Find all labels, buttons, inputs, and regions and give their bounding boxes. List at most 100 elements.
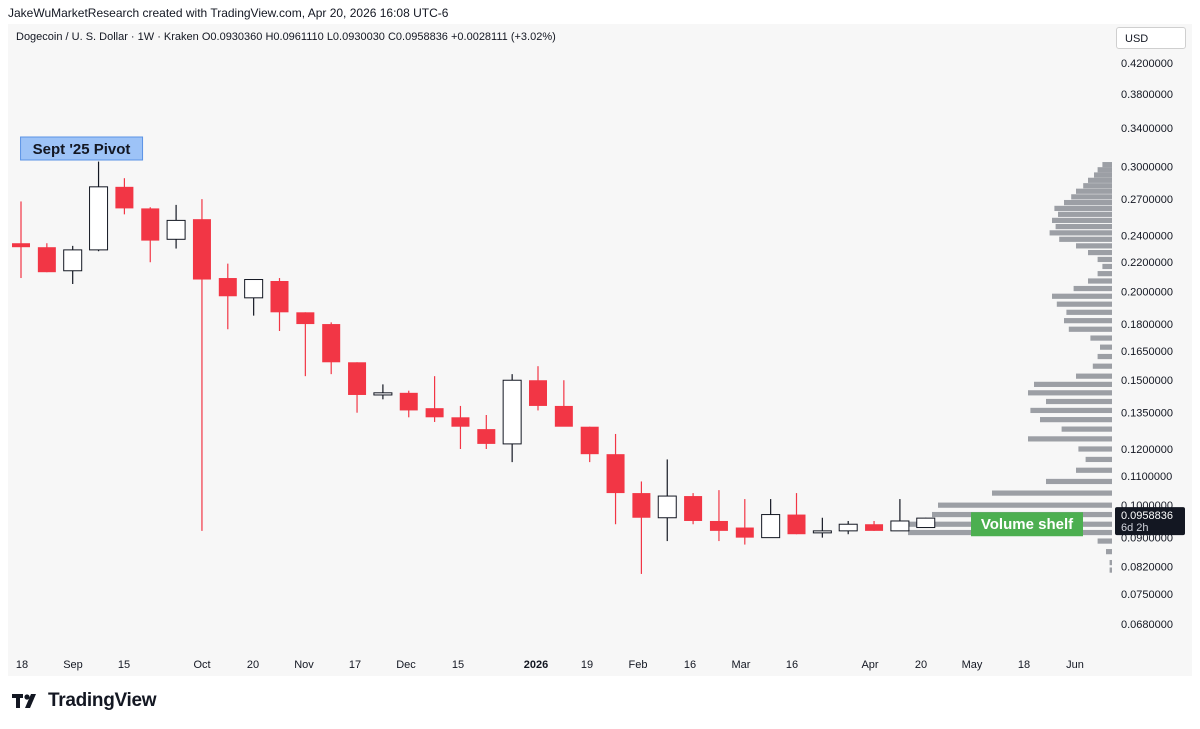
countdown-label: 6d 2h: [1121, 522, 1149, 534]
volume-bar: [1088, 249, 1112, 256]
candle-body-down: [735, 527, 754, 538]
price-tick-label: 0.1800000: [1121, 319, 1173, 331]
time-tick-label: Jun: [1066, 659, 1084, 671]
candle-body-up: [812, 530, 832, 534]
candle-body-down: [218, 278, 237, 297]
time-axis[interactable]: 18 Sep 15 Oct 20 Nov 17 Dec 15 2026 19 Feb 16 Mar 16 Ap…: [16, 659, 1084, 671]
annotations: Sept '25 Pivot Volume shelf: [20, 136, 1083, 537]
volume-bar: [1092, 363, 1112, 369]
price-tick-label: 0.3400000: [1121, 123, 1173, 135]
candle-body-down: [296, 312, 315, 325]
volume-bar: [1076, 188, 1112, 194]
volume-bar: [1071, 194, 1112, 200]
volume-bar: [1097, 167, 1112, 173]
volume-bar: [1028, 390, 1112, 396]
candles: [12, 161, 936, 574]
candle-body-down: [787, 514, 806, 535]
volume-bar: [1094, 172, 1112, 178]
time-tick-label: Mar: [732, 659, 751, 671]
volume-bar: [1076, 373, 1112, 379]
candle-body-up: [166, 219, 186, 240]
volume-bar: [1064, 318, 1112, 324]
candle-body-down: [270, 281, 289, 313]
candle-body-down: [606, 454, 625, 494]
volume-bar: [938, 502, 1112, 508]
time-tick-label: 15: [452, 659, 464, 671]
time-tick-label: 20: [915, 659, 927, 671]
time-tick-label: 15: [118, 659, 130, 671]
volume-bar: [1034, 381, 1112, 387]
volume-bar: [1076, 467, 1112, 473]
price-tick-label: 0.3000000: [1121, 162, 1173, 174]
time-tick-label: 16: [786, 659, 798, 671]
time-tick-label: 2026: [524, 659, 548, 671]
volume-bar: [1109, 559, 1112, 566]
candle-body-down: [12, 243, 30, 248]
volume-bar: [1064, 199, 1112, 206]
volume-bar: [1055, 223, 1112, 230]
volume-bar: [1097, 256, 1112, 263]
time-tick-label: Oct: [193, 659, 210, 671]
candle-body-up: [657, 495, 677, 519]
volume-bar: [1097, 353, 1112, 360]
candle-body-down: [529, 380, 547, 406]
currency-selector[interactable]: USD: [1116, 27, 1186, 49]
price-tick-label: 0.1200000: [1121, 444, 1173, 456]
volume-bar: [1028, 436, 1112, 442]
volume-bar: [1097, 271, 1112, 277]
price-tick-label: 0.0820000: [1121, 561, 1173, 573]
volume-bar: [1102, 162, 1112, 168]
volume-bar: [1030, 407, 1112, 414]
time-tick-label: Nov: [294, 659, 314, 671]
time-tick-label: 19: [581, 659, 593, 671]
candle-body-down: [425, 408, 444, 418]
volume-bar: [1109, 567, 1112, 573]
price-tick-label: 0.2200000: [1121, 257, 1173, 269]
last-price-label: 0.0958836: [1121, 510, 1173, 522]
volume-bar: [1066, 309, 1112, 315]
candle-body-up: [373, 392, 393, 396]
candle-body-up: [890, 520, 910, 532]
volume-bar: [1046, 478, 1112, 485]
time-tick-label: Dec: [396, 659, 416, 671]
candle-body-down: [632, 493, 651, 518]
volume-bar: [1097, 538, 1112, 544]
price-tick-label: 0.2000000: [1121, 287, 1173, 299]
candle-body-down: [451, 417, 470, 427]
time-tick-label: Sep: [63, 659, 83, 671]
price-tick-label: 0.1100000: [1121, 471, 1172, 483]
volume-profile: [896, 162, 1112, 573]
last-price-badge: [1115, 507, 1185, 536]
tradingview-brand: TradingView: [12, 690, 157, 712]
price-axis[interactable]: 0.4200000 0.3800000 0.3400000 0.3000000 0.27…: [1115, 58, 1185, 631]
chart-credit: JakeWuMarketResearch created with Tradin…: [8, 6, 449, 20]
volume-bar: [992, 490, 1112, 496]
time-tick-label: 18: [16, 659, 28, 671]
time-tick-label: May: [962, 659, 983, 671]
time-tick-label: 20: [247, 659, 259, 671]
volume-shelf-box: [971, 512, 1083, 537]
candle-body-down: [580, 426, 599, 455]
brand-name: TradingView: [48, 690, 157, 711]
candle-body-down: [865, 524, 884, 531]
candlestick-chart[interactable]: 0.4200000 0.3800000 0.3400000 0.3000000 0.27…: [0, 0, 1200, 680]
tradingview-logo-icon: [12, 694, 36, 708]
candle-body-down: [115, 186, 134, 209]
volume-bar: [1100, 344, 1112, 350]
volume-bar: [1058, 211, 1112, 217]
volume-bar: [1102, 263, 1112, 270]
price-tick-label: 0.0750000: [1121, 589, 1173, 601]
volume-bar: [1040, 417, 1112, 423]
volume-shelf-label: Volume shelf: [981, 516, 1074, 533]
candle-body-down: [684, 496, 703, 521]
candle-body-up: [244, 279, 264, 299]
chart-panel: [8, 24, 1192, 676]
candle-body-down: [192, 219, 211, 280]
symbol-legend: Dogecoin / U. S. Dollar · 1W · Kraken O0…: [16, 31, 556, 43]
pivot-annotation-label: Sept '25 Pivot: [33, 141, 131, 158]
candle-body-down: [322, 324, 341, 363]
time-tick-label: Apr: [861, 659, 878, 671]
price-tick-label: 0.3800000: [1121, 89, 1173, 101]
volume-bar: [1046, 398, 1112, 405]
volume-bar: [1106, 549, 1112, 555]
